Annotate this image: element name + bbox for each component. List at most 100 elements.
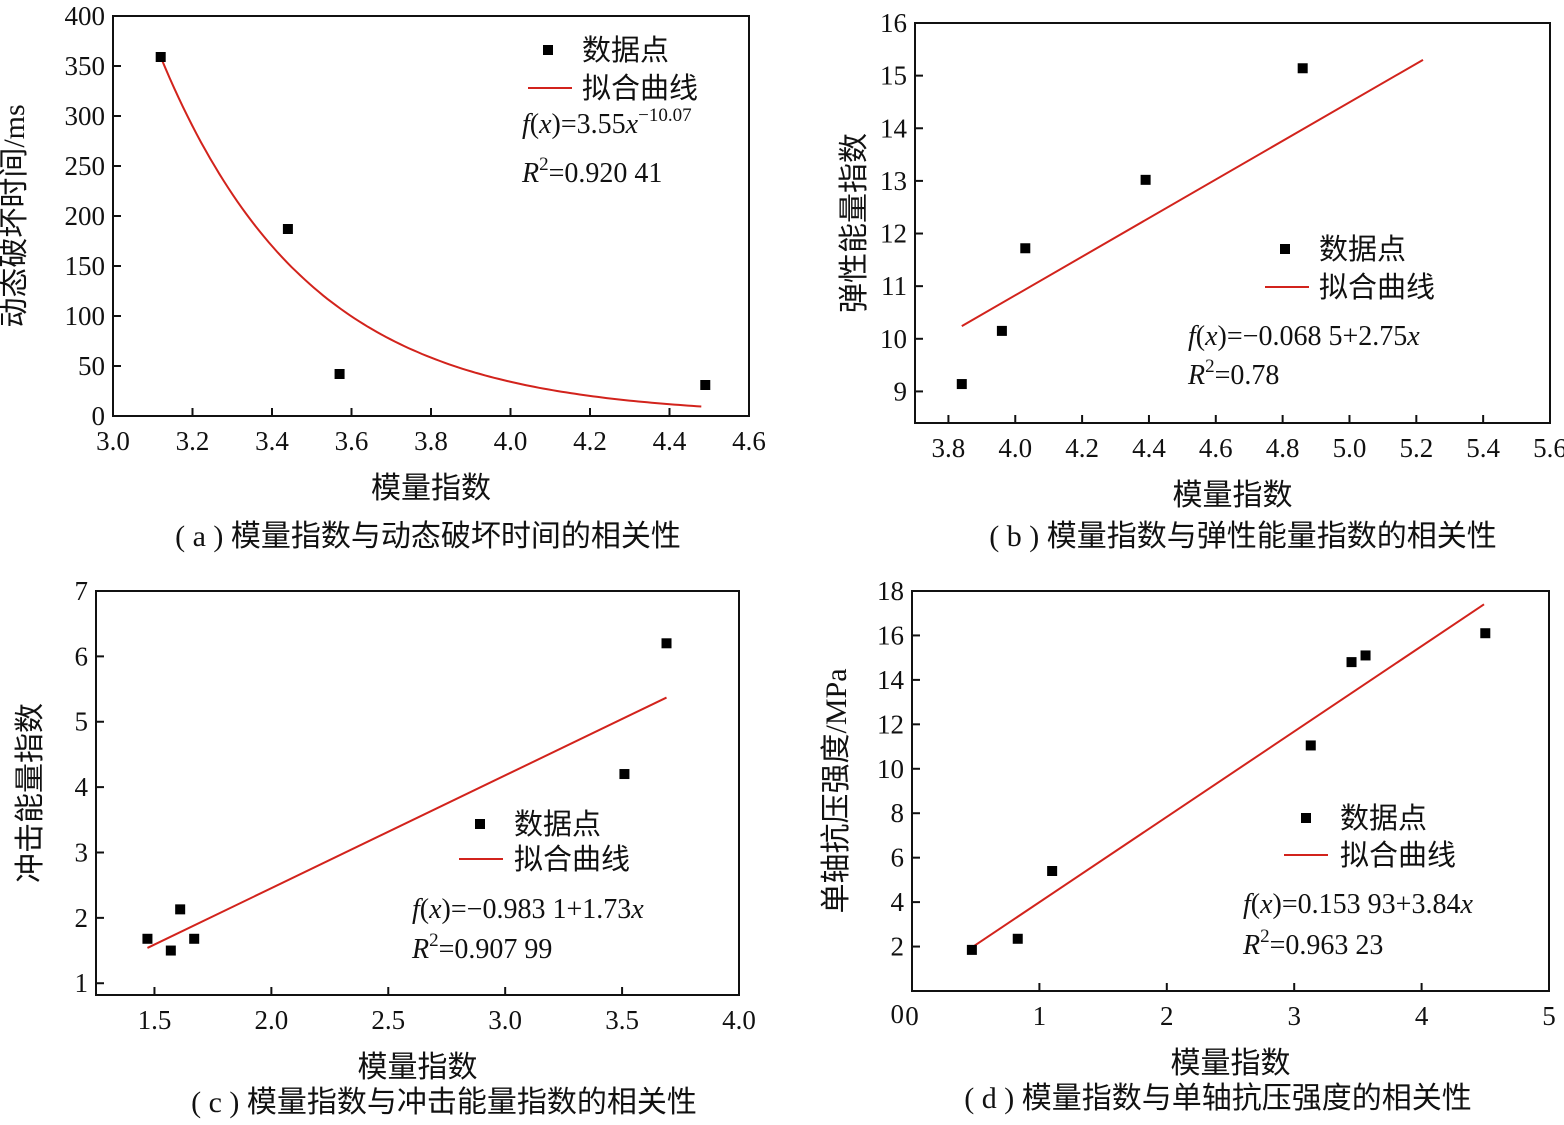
x-tick-label: 5.6 (1533, 433, 1564, 463)
legend-fit-label: 拟合曲线 (1340, 839, 1456, 872)
y-tick-label: 200 (65, 201, 106, 231)
y-tick-label: 5 (75, 707, 89, 737)
r-squared: R2=0.920 41 (521, 154, 662, 189)
x-axis-label: 模量指数 (1171, 1047, 1291, 1080)
x-tick-label: 3.2 (176, 426, 210, 456)
legend-point-marker (475, 819, 485, 829)
y-tick-label: 0 (92, 401, 106, 431)
data-point (1140, 174, 1151, 185)
plot-frame (911, 590, 1550, 992)
chart-panel-a: 3.0 3.2 3.4 3.6 3.8 4.0 4.2 4.4 4.6 0 50 100 150 200 2… (0, 1, 766, 553)
data-point (1012, 933, 1023, 944)
figure-caption: ( d ) 模量指数与单轴抗压强度的相关性 (964, 1082, 1471, 1115)
figure-caption: ( a ) 模量指数与动态破坏时间的相关性 (175, 520, 681, 553)
r-symbol: R (1187, 360, 1205, 391)
data-point (1480, 628, 1491, 639)
r-exponent: 2 (1205, 356, 1215, 377)
x-tick-label: 3.6 (335, 426, 369, 456)
x-tick-label: 4.4 (1132, 433, 1166, 463)
data-point (142, 933, 153, 944)
fit-equation: f(x)=−0.068 5+2.75x (1188, 321, 1420, 352)
y-tick-label: 2 (891, 932, 905, 962)
y-tick-label: 7 (75, 576, 89, 606)
figure-caption: ( b ) 模量指数与弹性能量指数的相关性 (989, 520, 1496, 553)
x-tick-label: 5.0 (1333, 433, 1367, 463)
y-tick-label: 4 (75, 772, 89, 802)
data-point (1047, 866, 1058, 876)
y-tick-label: 4 (891, 887, 905, 917)
fit-equation: f(x)=3.55x−10.07 (522, 105, 692, 140)
fit-curve (971, 603, 1485, 949)
x-axis-label: 模量指数 (371, 472, 491, 505)
y-axis-label: 单轴抗压强度/MPa (820, 668, 853, 913)
r-squared: R2=0.963 23 (1242, 926, 1383, 961)
data-point (661, 638, 672, 649)
x-axis-label: 模量指数 (358, 1051, 478, 1084)
r-symbol: R (411, 934, 429, 965)
y-tick-label: 6 (891, 843, 905, 873)
chart-panel-b: 3.8 4.0 4.2 4.4 4.6 4.8 5.0 5.2 5.4 5.6 9 10 11 12 13 1… (838, 8, 1564, 553)
eq-pow-base: x (625, 109, 639, 140)
y-tick-label: 2 (75, 903, 89, 933)
r-exponent: 2 (539, 154, 549, 175)
r-value: =0.78 (1215, 360, 1280, 391)
x-tick-label: 0 (905, 1001, 919, 1031)
fit-curve (961, 58, 1424, 328)
figure-caption: ( c ) 模量指数与冲击能量指数的相关性 (191, 1086, 697, 1119)
data-point (189, 933, 200, 944)
data-point (996, 325, 1007, 336)
x-tick-label: 4.6 (732, 426, 766, 456)
x-tick-label: 1 (1033, 1001, 1047, 1031)
legend-points-label: 数据点 (514, 808, 601, 841)
eq-x: x (1459, 889, 1473, 920)
x-tick-label: 3.0 (96, 426, 130, 456)
x-tick-label: 3.5 (605, 1005, 639, 1035)
x-tick-label: 5.2 (1399, 433, 1433, 463)
x-tick-label: 4.6 (1199, 433, 1233, 463)
r-squared: R2=0.78 (1187, 356, 1279, 391)
r-value: =0.963 23 (1270, 930, 1384, 961)
eq-f: f (412, 894, 423, 925)
y-tick-label: 12 (877, 709, 904, 739)
x-tick-label: 4.0 (494, 426, 528, 456)
r-value: =0.920 41 (549, 158, 663, 189)
y-tick-label: 300 (65, 101, 106, 131)
y-tick-label: 400 (65, 1, 106, 31)
x-tick-label: 3.0 (488, 1005, 522, 1035)
y-tick-label: 6 (75, 641, 89, 671)
plot-frame (914, 22, 1551, 424)
legend-fit-label: 拟合曲线 (582, 72, 698, 105)
legend-points-label: 数据点 (1319, 233, 1406, 266)
y-tick-label: 14 (877, 665, 905, 695)
y-tick-label: 12 (880, 219, 907, 249)
y-tick-label: 15 (880, 61, 907, 91)
eq-body: =−0.983 1+1.73 (451, 894, 631, 925)
data-point (155, 52, 166, 62)
x-tick-label: 4 (1415, 1001, 1429, 1031)
y-tick-label: 50 (78, 351, 105, 381)
r-value: =0.907 99 (439, 934, 553, 965)
x-tick-label: 3.4 (255, 426, 289, 456)
y-axis-label: 弹性能量指数 (838, 133, 871, 313)
x-tick-label: 2 (1160, 1001, 1174, 1031)
fit-curve (147, 696, 667, 949)
y-tick-label: 18 (877, 576, 904, 606)
y-axis-label: 动态破坏时间/ms (0, 104, 31, 327)
x-tick-label: 4.0 (722, 1005, 756, 1035)
y-tick-label: 10 (880, 324, 907, 354)
eq-f: f (1243, 889, 1254, 920)
data-point (956, 379, 967, 390)
eq-body: =3.55 (561, 109, 626, 140)
y-tick-label: 350 (65, 51, 106, 81)
data-point (175, 904, 186, 915)
legend-point-marker (1301, 813, 1311, 823)
y-tick-label: 100 (65, 301, 106, 331)
data-point (334, 369, 345, 379)
eq-var: x (1259, 889, 1273, 920)
r-squared: R2=0.907 99 (411, 930, 552, 965)
x-axis-label: 模量指数 (1173, 479, 1293, 512)
fit-equation: f(x)=0.153 93+3.84x (1243, 889, 1473, 920)
r-exponent: 2 (1260, 926, 1270, 947)
data-point (619, 769, 630, 780)
